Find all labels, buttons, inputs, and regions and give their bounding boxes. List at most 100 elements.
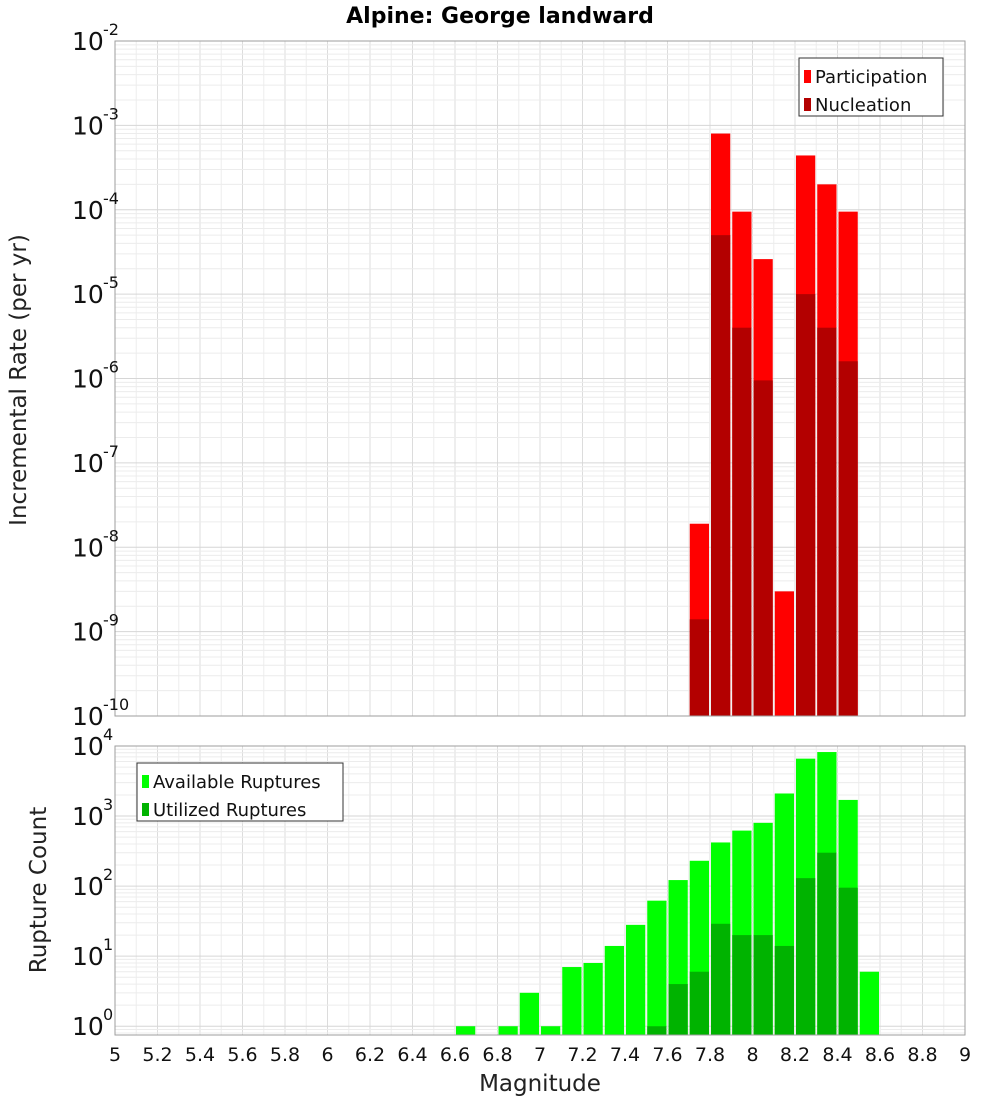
- x-tick-label: 8.8: [907, 1044, 937, 1066]
- bar: [498, 1026, 518, 1035]
- y-tick-exponent: -10: [103, 695, 129, 714]
- x-tick-label: 5: [109, 1044, 121, 1066]
- bar: [668, 984, 688, 1035]
- x-tick-label: 7: [534, 1044, 546, 1066]
- y-tick-base: 10: [72, 732, 104, 761]
- legend-swatch: [142, 775, 149, 788]
- x-tick-label: 5.6: [227, 1044, 257, 1066]
- y-tick-base: 10: [72, 111, 104, 140]
- series-nucleation: [689, 235, 858, 716]
- x-tick-label: 6.4: [397, 1044, 427, 1066]
- legend-swatch: [804, 98, 811, 111]
- y-tick-exponent: -8: [103, 526, 119, 545]
- legend-label: Nucleation: [815, 95, 911, 116]
- y-tick-base: 10: [72, 802, 104, 831]
- y-tick-label: 10 -9: [72, 611, 119, 647]
- y-tick-base: 10: [72, 1012, 104, 1041]
- x-tick-label: 7.2: [567, 1044, 597, 1066]
- legend: Participation Nucleation: [798, 57, 944, 117]
- x-tick-label: 9: [959, 1044, 971, 1066]
- y-tick-label: 10 3: [72, 795, 113, 831]
- x-tick-label: 8.4: [822, 1044, 852, 1066]
- y-tick-base: 10: [72, 365, 104, 394]
- y-tick-exponent: 3: [103, 795, 113, 814]
- bar: [838, 361, 858, 716]
- y-tick-base: 10: [72, 280, 104, 309]
- grid: [114, 746, 966, 1035]
- bar: [519, 992, 539, 1035]
- y-tick-label: 10 -10: [72, 695, 129, 731]
- y-tick-base: 10: [72, 533, 104, 562]
- grid: [114, 41, 966, 717]
- bar: [774, 945, 794, 1035]
- y-tick-exponent: -6: [103, 358, 119, 377]
- bar: [583, 962, 603, 1035]
- x-tick-label: 5.2: [142, 1044, 172, 1066]
- y-tick-label: 10 2: [72, 865, 113, 901]
- bar: [689, 971, 709, 1035]
- x-tick-labels: 5 5.2 5.4 5.6 5.8 6 6.2 6.4 6.6 6.8 7 7.2 7.4 7.6 7.8 8…: [109, 1044, 971, 1066]
- bar: [647, 1026, 667, 1035]
- y-tick-label: 10 -7: [72, 442, 119, 478]
- bar: [753, 380, 773, 716]
- x-tick-label: 8.6: [865, 1044, 895, 1066]
- bar: [859, 971, 879, 1035]
- bar: [604, 945, 624, 1035]
- legend-label: Utilized Ruptures: [153, 800, 306, 821]
- count-y-axis-label: Rupture Count: [26, 807, 52, 973]
- bar: [711, 923, 731, 1035]
- bar: [817, 852, 837, 1035]
- x-tick-label: 6: [321, 1044, 333, 1066]
- y-tick-exponent: -7: [103, 442, 119, 461]
- y-tick-label: 10 1: [72, 935, 113, 971]
- y-tick-label: 10 -6: [72, 358, 119, 394]
- y-tick-label: 10 -2: [72, 20, 119, 56]
- legend: Available Ruptures Utilized Ruptures: [136, 762, 344, 822]
- bar: [753, 935, 773, 1035]
- y-tick-exponent: 0: [103, 1005, 113, 1024]
- legend-box: [136, 762, 344, 822]
- x-tick-label: 7.4: [610, 1044, 640, 1066]
- x-tick-label: 7.6: [652, 1044, 682, 1066]
- bar: [711, 235, 731, 716]
- bar: [456, 1026, 476, 1035]
- bar: [838, 887, 858, 1035]
- x-tick-label: 5.8: [270, 1044, 300, 1066]
- x-tick-label: 8: [746, 1044, 758, 1066]
- x-tick-label: 6.6: [440, 1044, 470, 1066]
- bar: [817, 327, 837, 716]
- legend-item: Nucleation: [804, 95, 911, 116]
- bar: [796, 294, 816, 716]
- chart-title: Alpine: George landward: [346, 4, 654, 29]
- bar: [689, 619, 709, 716]
- y-tick-label: 10 -8: [72, 526, 119, 562]
- y-tick-exponent: -5: [103, 273, 119, 292]
- y-tick-base: 10: [72, 872, 104, 901]
- x-tick-label: 7.8: [695, 1044, 725, 1066]
- y-tick-exponent: -2: [103, 20, 119, 39]
- legend-box: [798, 57, 944, 117]
- bar: [541, 1026, 561, 1035]
- bar: [774, 591, 794, 716]
- count-panel: 10 010 110 210 310 45 5.2 5.4 5.6 5.8 6 6.2 6.4 6.6 6.…: [72, 725, 971, 1066]
- x-tick-label: 8.2: [780, 1044, 810, 1066]
- y-tick-exponent: 2: [103, 865, 113, 884]
- y-tick-exponent: 4: [103, 725, 113, 744]
- y-tick-label: 10 -4: [72, 189, 119, 225]
- bar: [732, 935, 752, 1035]
- x-axis-label: Magnitude: [479, 1071, 601, 1097]
- legend-label: Participation: [815, 67, 927, 88]
- legend-label: Available Ruptures: [153, 772, 321, 793]
- rate-y-axis-label: Incremental Rate (per yr): [6, 234, 32, 526]
- y-tick-base: 10: [72, 449, 104, 478]
- legend-item: Utilized Ruptures: [142, 800, 306, 821]
- y-tick-exponent: -4: [103, 189, 119, 208]
- series-utilized-ruptures: [647, 852, 858, 1035]
- y-tick-label: 10 4: [72, 725, 113, 761]
- y-tick-base: 10: [72, 27, 104, 56]
- bar: [626, 924, 646, 1035]
